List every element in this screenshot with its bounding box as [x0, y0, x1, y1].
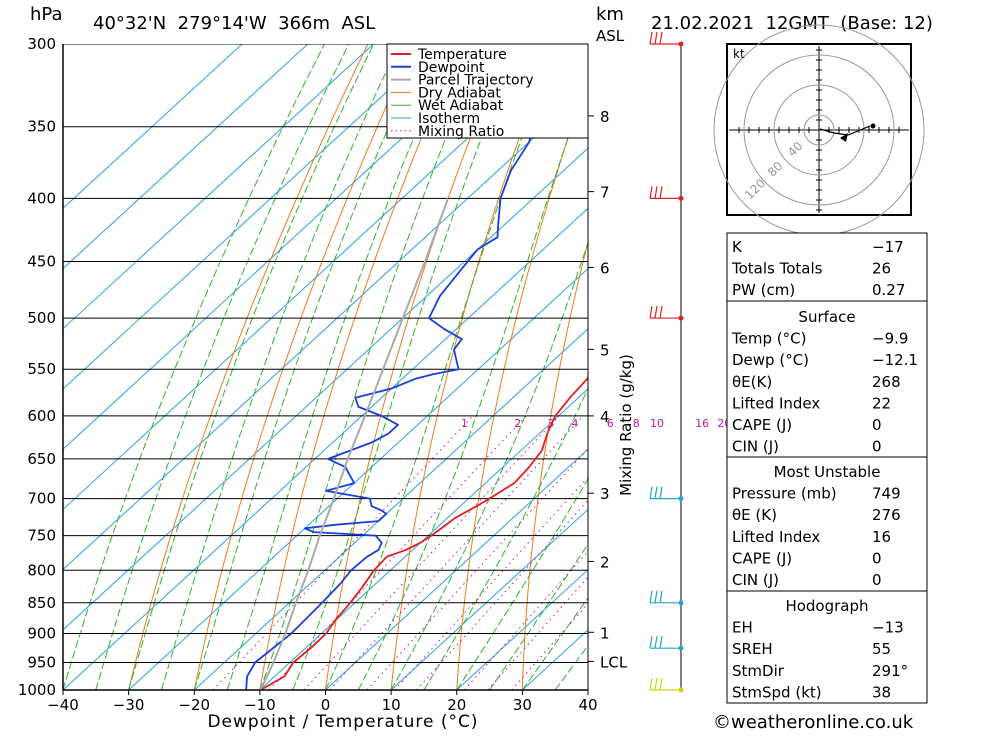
hodograph-point — [871, 124, 876, 129]
surface-lifted-index-value: 22 — [872, 394, 891, 412]
eh-value: −13 — [872, 619, 904, 637]
k-index-label: K — [732, 238, 743, 256]
surface-header: Surface — [798, 308, 855, 326]
mixing-ratio-label: 10 — [650, 417, 664, 430]
pressure-tick-label: 500 — [27, 309, 56, 327]
surface-temp-label: Temp (°C) — [731, 330, 806, 348]
precipitable-water-label: PW (cm) — [732, 281, 795, 299]
x-axis-label: Dewpoint / Temperature (°C) — [207, 712, 478, 732]
pressure-tick-label: 450 — [27, 253, 56, 271]
datetime-title: 21.02.2021 12GMT (Base: 12) — [651, 13, 933, 34]
storm-speed-label: StmSpd (kt) — [732, 683, 822, 701]
totals-totals-label: Totals Totals — [731, 260, 823, 278]
pressure-tick-label: 900 — [27, 624, 56, 642]
legend-label: Mixing Ratio — [418, 124, 504, 140]
precipitable-water-value: 0.27 — [872, 281, 905, 299]
sreh-value: 55 — [872, 640, 891, 658]
mu-pressure-label: Pressure (mb) — [732, 485, 837, 503]
mixing-ratio-label: 2 — [514, 417, 521, 430]
eh-label: EH — [732, 619, 753, 637]
mu-lifted-index-value: 16 — [872, 528, 891, 546]
km-tick-label: 7 — [600, 184, 610, 202]
mixing-ratio-label: 1 — [461, 417, 468, 430]
mixing-ratio-label: 16 — [695, 417, 709, 430]
unit-asl: ASL — [596, 27, 625, 45]
indices-table: K −17 Totals Totals 26 PW (cm) 0.27 Surface Tem… — [727, 233, 927, 703]
surface-cin-label: CIN (J) — [732, 438, 779, 456]
storm-direction-value: 291° — [872, 662, 908, 680]
mixing-ratio-label: 4 — [571, 417, 578, 430]
temperature-tick-label: −20 — [178, 696, 210, 714]
km-tick-label: LCL — [600, 653, 628, 671]
surface-dewp-label: Dewp (°C) — [732, 351, 809, 369]
sreh-label: SREH — [732, 640, 773, 658]
hodograph-unit: kt — [733, 47, 745, 61]
temperature-tick-label: −30 — [113, 696, 145, 714]
unit-km: km — [596, 4, 624, 25]
pressure-tick-label: 600 — [27, 407, 56, 425]
location-title: 40°32'N 279°14'W 366m ASL — [93, 13, 375, 34]
pressure-tick-label: 300 — [27, 35, 56, 53]
mu-cape-label: CAPE (J) — [732, 549, 792, 567]
mu-theta-e-value: 276 — [872, 506, 901, 524]
pressure-tick-label: 350 — [27, 118, 56, 136]
km-tick-label: 1 — [600, 624, 610, 642]
pressure-tick-label: 850 — [27, 594, 56, 612]
storm-speed-value: 38 — [872, 683, 891, 701]
temperature-tick-label: −40 — [47, 696, 79, 714]
km-tick-label: 8 — [600, 108, 610, 126]
surface-temp-value: −9.9 — [872, 330, 908, 348]
hodograph-index-header: Hodograph — [785, 597, 868, 615]
temperature-tick-label: 30 — [513, 696, 532, 714]
pressure-tick-label: 400 — [27, 189, 56, 207]
mixing-ratio-label: 3 — [547, 417, 554, 430]
km-tick-label: 2 — [600, 553, 610, 571]
unit-hpa: hPa — [30, 4, 62, 25]
mu-cin-value: 0 — [872, 571, 882, 589]
pressure-tick-label: 550 — [27, 360, 56, 378]
temperature-tick-label: 40 — [578, 696, 597, 714]
surface-cin-value: 0 — [872, 438, 882, 456]
pressure-tick-label: 800 — [27, 561, 56, 579]
mixing-ratio-label: 6 — [607, 417, 614, 430]
surface-cape-value: 0 — [872, 416, 882, 434]
pressure-tick-label: 650 — [27, 450, 56, 468]
pressure-tick-label: 950 — [27, 653, 56, 671]
k-index-value: −17 — [872, 238, 904, 256]
totals-totals-value: 26 — [872, 260, 891, 278]
most-unstable-header: Most Unstable — [774, 463, 881, 481]
mu-pressure-value: 749 — [872, 485, 901, 503]
surface-theta-e-label: θE(K) — [732, 373, 772, 391]
right-axis-label: Mixing Ratio (g/kg) — [617, 354, 635, 496]
surface-dewp-value: −12.1 — [872, 351, 918, 369]
mu-lifted-index-label: Lifted Index — [732, 528, 820, 546]
pressure-tick-label: 700 — [27, 490, 56, 508]
km-tick-label: 3 — [600, 485, 610, 503]
km-tick-label: 5 — [600, 341, 610, 359]
surface-theta-e-value: 268 — [872, 373, 901, 391]
mu-cape-value: 0 — [872, 549, 882, 567]
surface-cape-label: CAPE (J) — [732, 416, 792, 434]
pressure-tick-label: 750 — [27, 527, 56, 545]
km-tick-label: 6 — [600, 259, 610, 277]
copyright: ©weatheronline.co.uk — [713, 712, 914, 733]
mu-cin-label: CIN (J) — [732, 571, 779, 589]
surface-lifted-index-label: Lifted Index — [732, 394, 820, 412]
storm-direction-label: StmDir — [732, 662, 785, 680]
mu-theta-e-label: θE (K) — [732, 506, 777, 524]
